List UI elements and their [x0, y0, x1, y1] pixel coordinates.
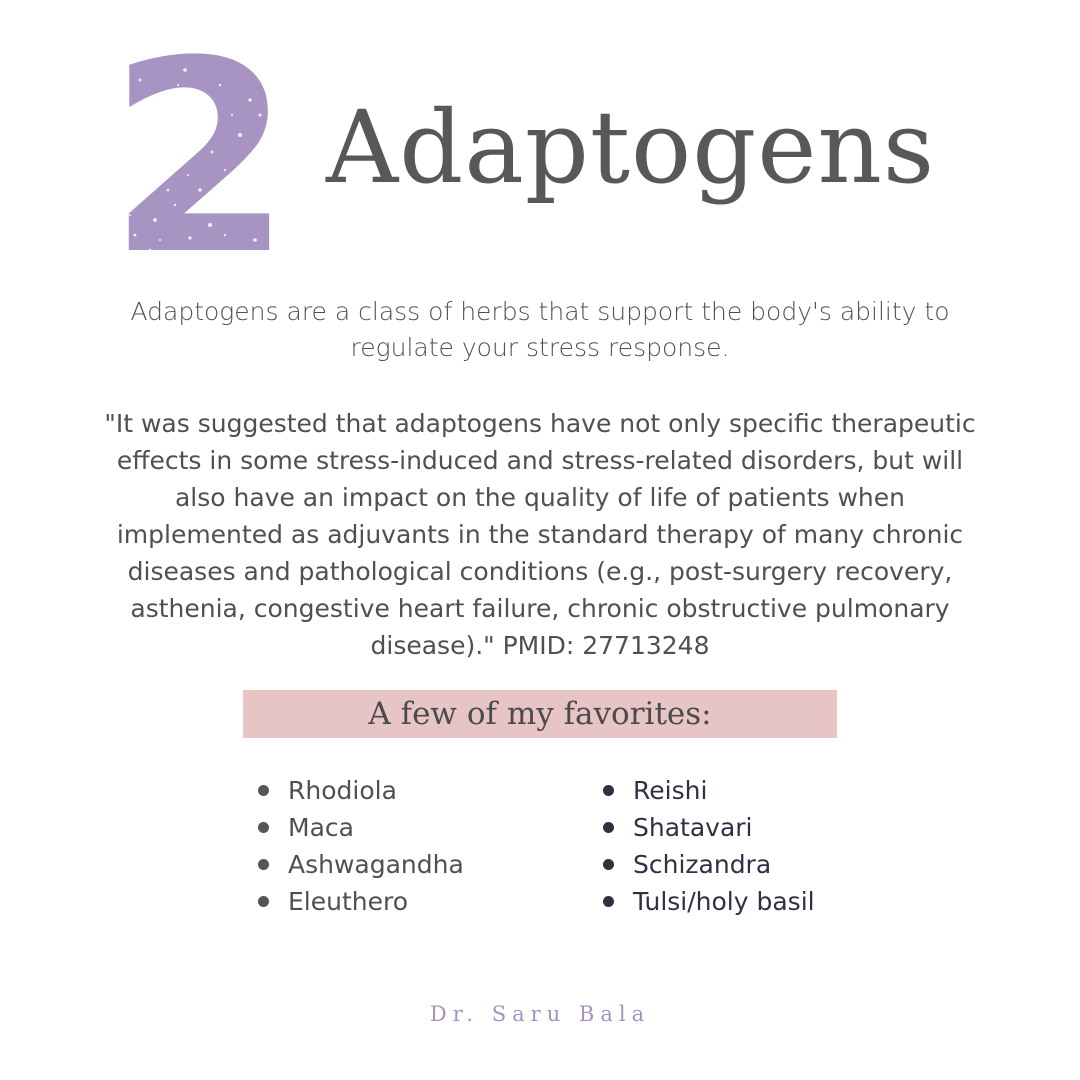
bullet-icon	[603, 822, 614, 833]
section-number-graphic: 2 2	[100, 40, 300, 270]
intro-paragraph: Adaptogens are a class of herbs that sup…	[130, 297, 950, 362]
list-item: Eleuthero	[258, 883, 464, 920]
list-item-label: Shatavari	[633, 813, 753, 842]
author-signature: Dr. Saru Bala	[429, 1002, 651, 1026]
list-item-label: Eleuthero	[288, 887, 409, 916]
number-two-shape: 2 2	[108, 40, 292, 270]
list-item-label: Reishi	[633, 776, 708, 805]
research-quote: "It was suggested that adaptogens have n…	[104, 409, 976, 660]
list-item: Maca	[258, 809, 464, 846]
list-item: Tulsi/holy basil	[603, 883, 815, 920]
list-item-label: Rhodiola	[288, 776, 397, 805]
favorites-list-right: Reishi Shatavari Schizandra Tulsi/holy b…	[603, 772, 815, 920]
speckle-texture	[129, 68, 277, 252]
list-item-label: Maca	[288, 813, 354, 842]
bullet-icon	[603, 896, 614, 907]
list-item-label: Ashwagandha	[288, 850, 464, 879]
favorites-heading: A few of my favorites:	[368, 696, 712, 732]
bullet-icon	[258, 822, 269, 833]
favorites-banner: A few of my favorites:	[243, 690, 837, 738]
list-item-label: Schizandra	[633, 850, 772, 879]
bullet-icon	[258, 785, 269, 796]
list-item: Schizandra	[603, 846, 815, 883]
list-item: Reishi	[603, 772, 815, 809]
page-title: Adaptogens	[326, 89, 936, 206]
bullet-icon	[258, 859, 269, 870]
bullet-icon	[603, 859, 614, 870]
favorites-list-left: Rhodiola Maca Ashwagandha Eleuthero	[258, 772, 464, 920]
list-item-label: Tulsi/holy basil	[633, 887, 815, 916]
number-two: 2	[108, 40, 292, 270]
list-item: Ashwagandha	[258, 846, 464, 883]
bullet-icon	[258, 896, 269, 907]
bullet-icon	[603, 785, 614, 796]
list-item: Shatavari	[603, 809, 815, 846]
list-item: Rhodiola	[258, 772, 464, 809]
